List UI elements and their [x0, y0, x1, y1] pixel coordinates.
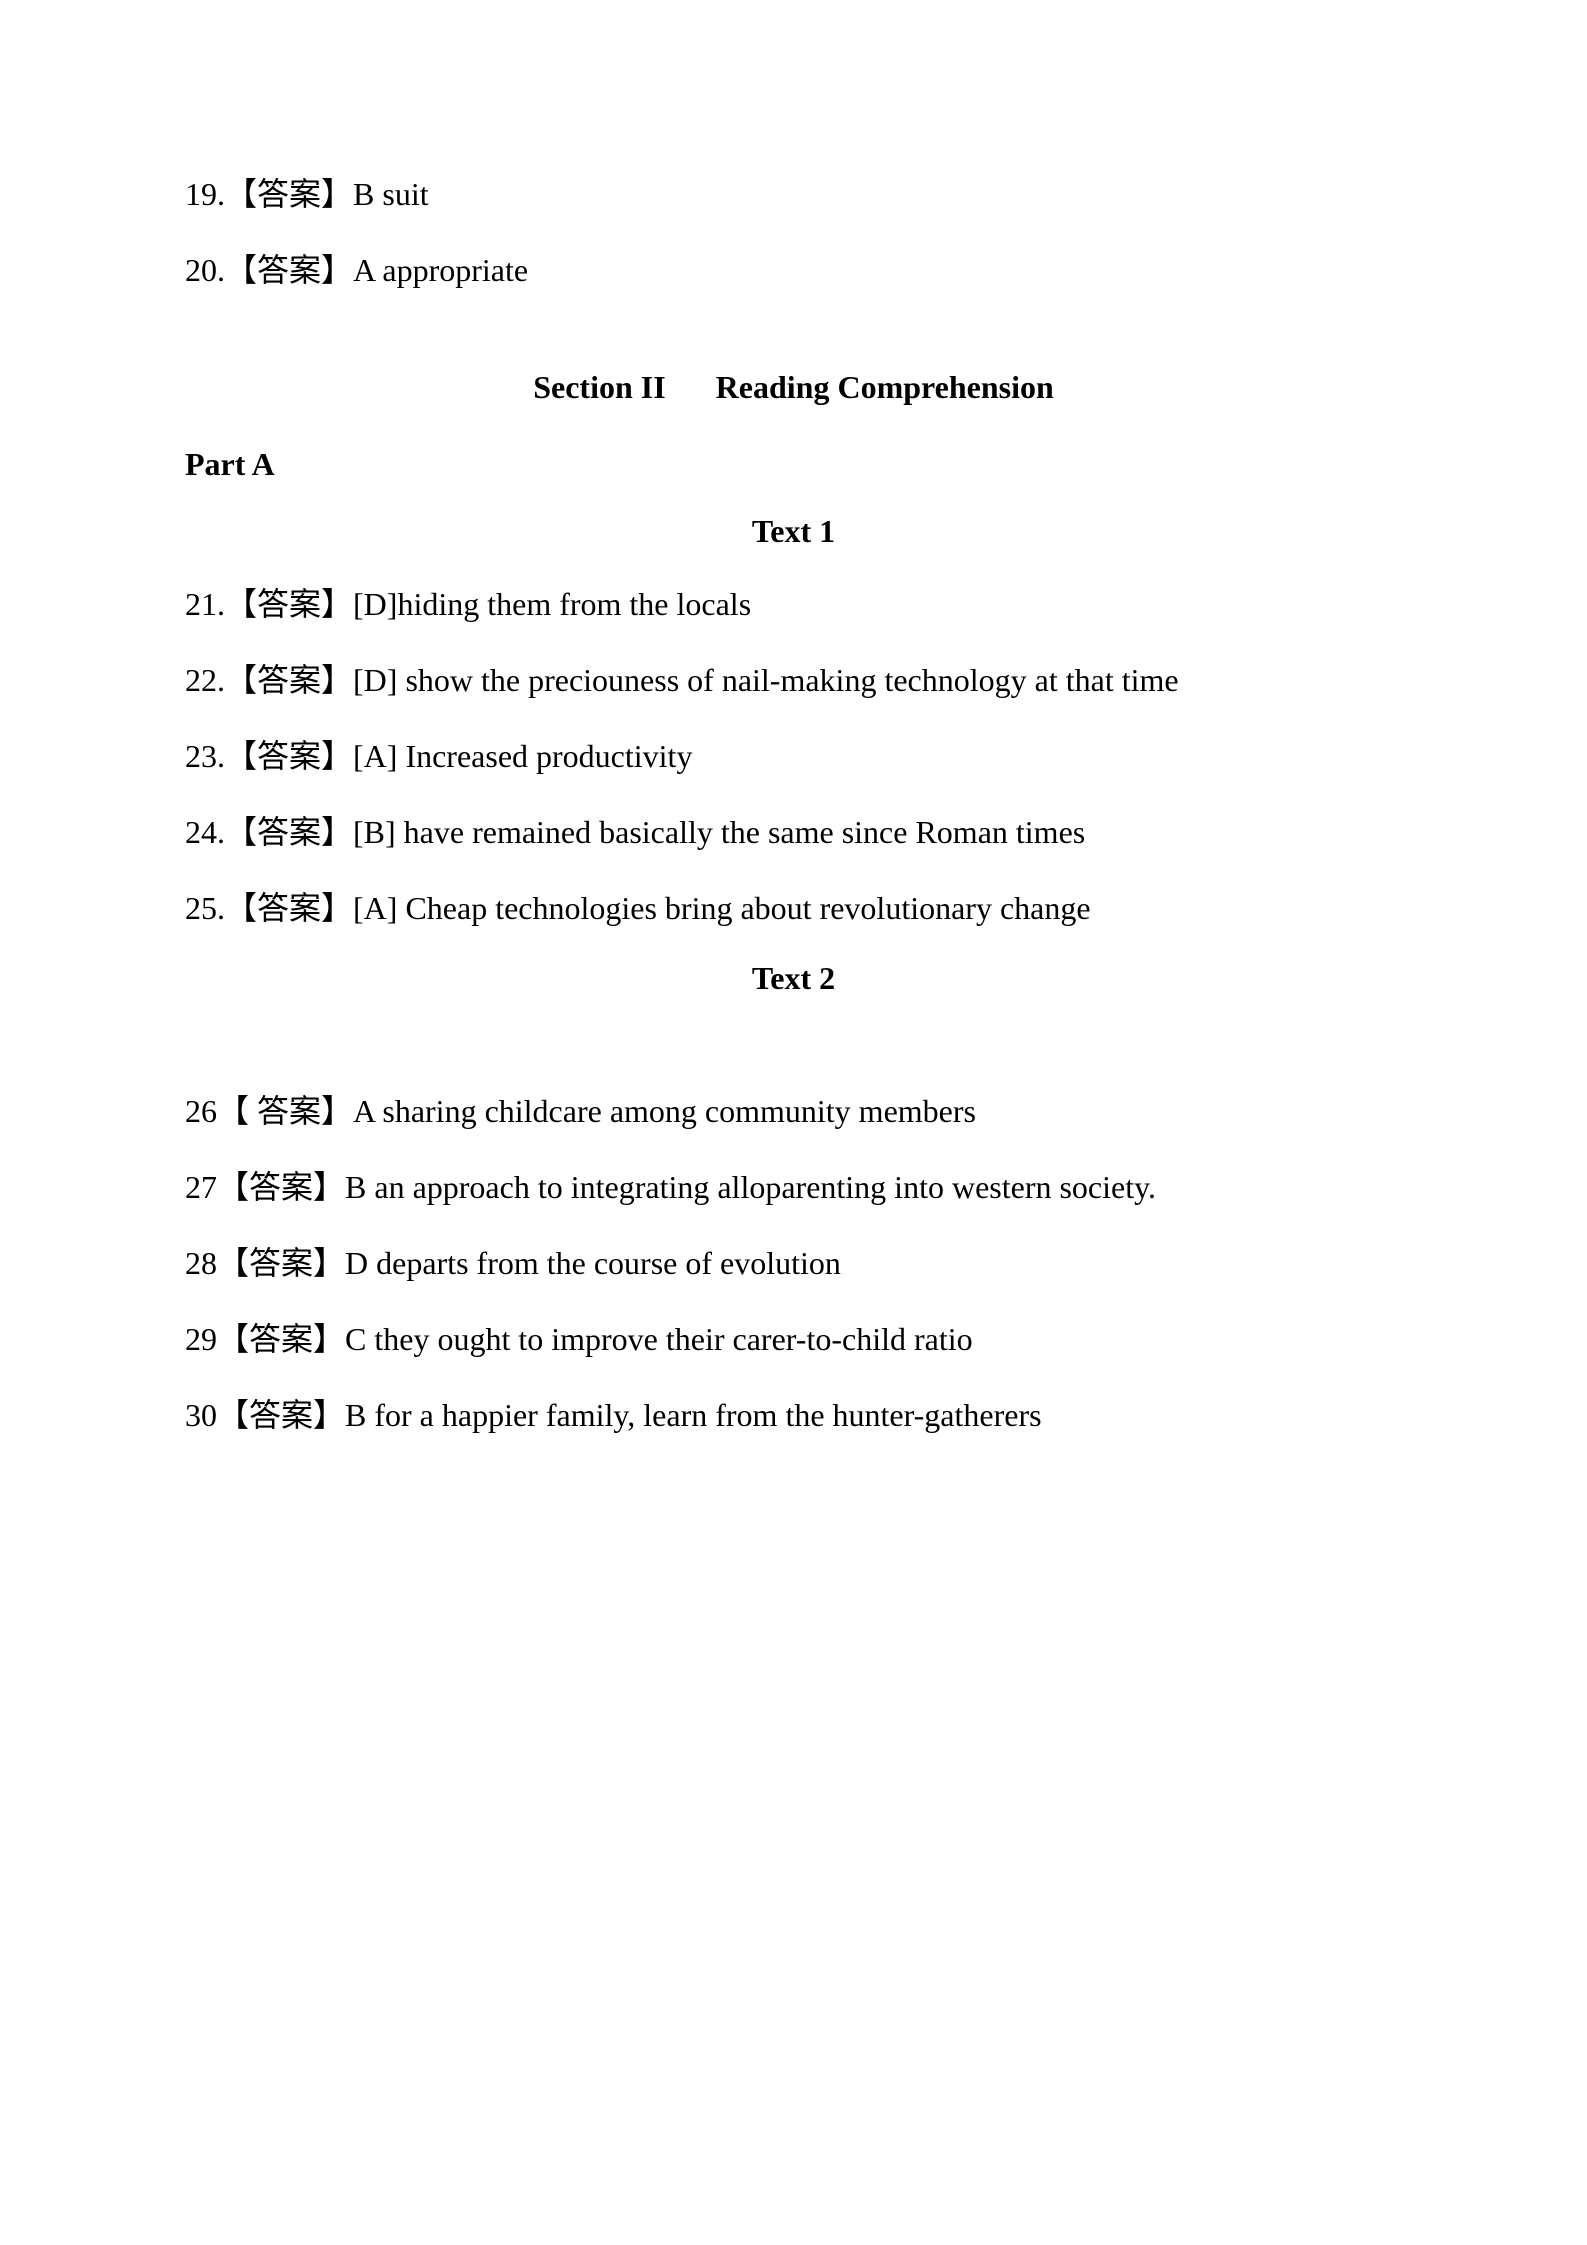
answer-line-24: 24.【答案】[B] have remained basically the s…: [185, 808, 1402, 856]
answer-text: [D] show the preciouness of nail-making …: [353, 662, 1179, 698]
text-1-label: Text 1: [185, 513, 1402, 550]
answer-text: B an approach to integrating alloparenti…: [345, 1169, 1156, 1205]
answer-line-23: 23.【答案】[A] Increased productivity: [185, 732, 1402, 780]
answer-tag: 【答案】: [225, 662, 353, 698]
section-title-left: Section II: [533, 369, 665, 405]
section-title-right: Reading Comprehension: [716, 369, 1054, 405]
answer-number: 27: [185, 1169, 217, 1205]
answer-line-20: 20.【答案】A appropriate: [185, 246, 1402, 294]
answer-tag: 【答案】: [217, 1245, 345, 1281]
answer-number: 25.: [185, 890, 225, 926]
answer-number: 22.: [185, 662, 225, 698]
answer-text: [A] Cheap technologies bring about revol…: [353, 890, 1091, 926]
answer-tag: 【 答案】: [217, 1093, 353, 1129]
answer-text: [A] Increased productivity: [353, 738, 692, 774]
answer-text: B for a happier family, learn from the h…: [345, 1397, 1042, 1433]
answer-line-19: 19.【答案】B suit: [185, 170, 1402, 218]
answer-line-22: 22.【答案】[D] show the preciouness of nail-…: [185, 656, 1402, 704]
answer-number: 24.: [185, 814, 225, 850]
answer-line-26: 26【 答案】A sharing childcare among communi…: [185, 1087, 1402, 1135]
part-a-label: Part A: [185, 446, 1402, 483]
answer-tag: 【答案】: [225, 890, 353, 926]
answer-tag: 【答案】: [225, 738, 353, 774]
answer-tag: 【答案】: [225, 176, 353, 212]
answer-text: [D]hiding them from the locals: [353, 586, 751, 622]
answer-number: 23.: [185, 738, 225, 774]
answer-line-28: 28【答案】D departs from the course of evolu…: [185, 1239, 1402, 1287]
answer-text: C they ought to improve their carer-to-c…: [345, 1321, 973, 1357]
answer-tag: 【答案】: [225, 586, 353, 622]
answer-number: 28: [185, 1245, 217, 1281]
answer-number: 30: [185, 1397, 217, 1433]
answer-number: 21.: [185, 586, 225, 622]
answer-tag: 【答案】: [225, 814, 353, 850]
answer-line-30: 30【答案】B for a happier family, learn from…: [185, 1391, 1402, 1439]
answer-text: B suit: [353, 176, 429, 212]
answer-line-21: 21.【答案】[D]hiding them from the locals: [185, 580, 1402, 628]
answer-tag: 【答案】: [217, 1169, 345, 1205]
answer-line-29: 29【答案】C they ought to improve their care…: [185, 1315, 1402, 1363]
answer-number: 26: [185, 1093, 217, 1129]
answer-line-27: 27【答案】B an approach to integrating allop…: [185, 1163, 1402, 1211]
answer-line-25: 25.【答案】[A] Cheap technologies bring abou…: [185, 884, 1402, 932]
text-2-label: Text 2: [185, 960, 1402, 997]
section-title: Section II Reading Comprehension: [185, 369, 1402, 406]
answer-number: 19.: [185, 176, 225, 212]
answer-tag: 【答案】: [225, 252, 353, 288]
answer-tag: 【答案】: [217, 1397, 345, 1433]
answer-text: D departs from the course of evolution: [345, 1245, 841, 1281]
answer-text: [B] have remained basically the same sin…: [353, 814, 1085, 850]
answer-number: 20.: [185, 252, 225, 288]
answer-text: A sharing childcare among community memb…: [353, 1093, 976, 1129]
answer-number: 29: [185, 1321, 217, 1357]
answer-text: A appropriate: [353, 252, 528, 288]
answer-tag: 【答案】: [217, 1321, 345, 1357]
